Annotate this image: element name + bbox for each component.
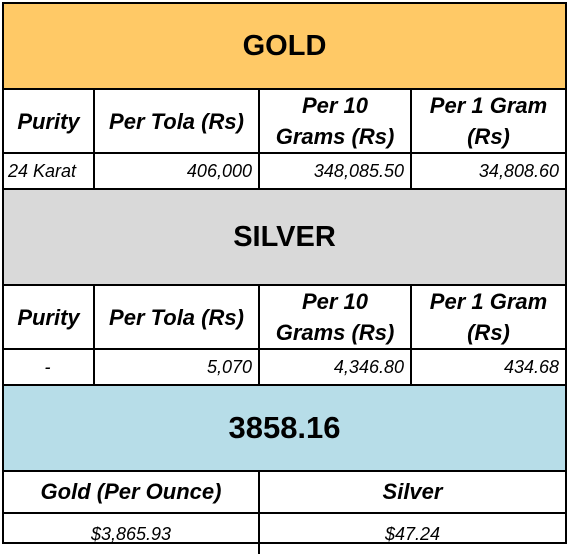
ounce-header-silver: Silver [258,470,565,514]
silver-header-per-10-grams: Per 10 Grams (Rs) [258,284,412,350]
ounce-gold-value: $3,865.93 [4,512,260,554]
ounce-silver-value: $47.24 [258,512,565,554]
ounce-banner-row: 3858.16 [4,386,565,472]
silver-value-row: - 5,070 4,346.80 434.68 [4,348,565,386]
ounce-table: 3858.16 Gold (Per Ounce) Silver $3,865.9… [4,386,565,554]
gold-value-row: 24 Karat 406,000 348,085.50 34,808.60 [4,152,565,190]
gold-header-per-tola: Per Tola (Rs) [93,88,260,154]
gold-per-10-grams-value: 348,085.50 [258,152,412,190]
gold-per-tola-value: 406,000 [93,152,260,190]
silver-per-1-gram-value: 434.68 [410,348,565,386]
silver-header-purity: Purity [4,284,95,350]
gold-header-purity: Purity [4,88,95,154]
gold-banner-row: GOLD [4,4,565,90]
silver-per-tola-value: 5,070 [93,348,260,386]
silver-purity-value: - [4,348,95,386]
silver-per-10-grams-value: 4,346.80 [258,348,412,386]
gold-header-per-10-grams: Per 10 Grams (Rs) [258,88,412,154]
silver-banner-row: SILVER [4,188,565,286]
ounce-value-row: $3,865.93 $47.24 [4,512,565,554]
gold-title: GOLD [4,4,565,90]
silver-header-row: Purity Per Tola (Rs) Per 10 Grams (Rs) P… [4,284,565,350]
silver-header-per-1-gram: Per 1 Gram (Rs) [410,284,565,350]
gold-header-per-1-gram: Per 1 Gram (Rs) [410,88,565,154]
ounce-header-row: Gold (Per Ounce) Silver [4,470,565,514]
gold-purity-value: 24 Karat [4,152,95,190]
gold-per-1-gram-value: 34,808.60 [410,152,565,190]
silver-title: SILVER [4,188,565,286]
gold-table: GOLD Purity Per Tola (Rs) Per 10 Grams (… [4,4,565,386]
ounce-header-gold: Gold (Per Ounce) [4,470,260,514]
ounce-title: 3858.16 [4,386,565,472]
silver-header-per-tola: Per Tola (Rs) [93,284,260,350]
gold-header-row: Purity Per Tola (Rs) Per 10 Grams (Rs) P… [4,88,565,154]
